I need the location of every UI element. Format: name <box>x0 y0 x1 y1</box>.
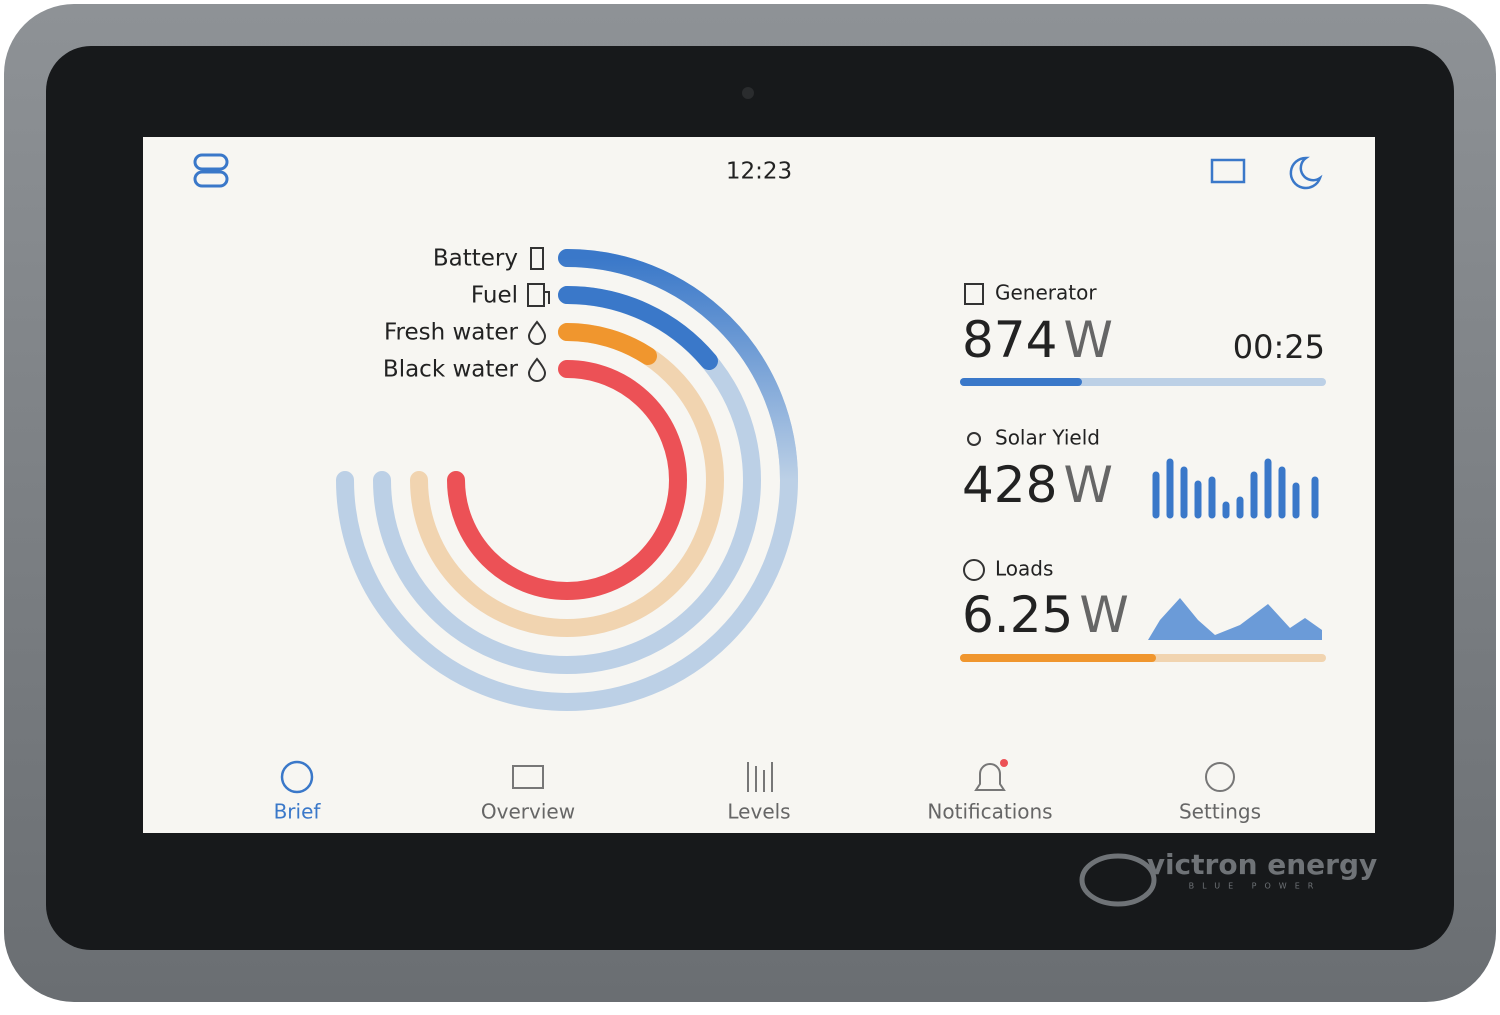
brand-name: victron energy <box>1147 848 1378 881</box>
overview-icon <box>512 765 544 789</box>
solar-card[interactable]: Solar Yield 428 W <box>962 426 1319 519</box>
brand-tagline: BLUE POWER <box>1189 882 1322 891</box>
fuel-arc <box>558 285 718 370</box>
level-icons <box>527 247 550 382</box>
generator-card[interactable]: Generator 874 W 00:25 <box>960 281 1326 387</box>
battery-arc <box>558 249 798 489</box>
logo <box>1079 853 1157 907</box>
brief-icon <box>280 760 314 794</box>
solar-sparkbars <box>1152 458 1319 519</box>
bar-fill <box>960 654 1156 662</box>
card-value: 428 W <box>962 456 1113 514</box>
card-title: Generator <box>995 281 1097 305</box>
badge <box>1000 759 1008 767</box>
runtime: 00:25 <box>1233 328 1325 366</box>
generator-icon <box>964 283 984 305</box>
sidepanel-icon[interactable] <box>1210 158 1246 184</box>
fresh-track <box>410 323 724 637</box>
nav-item[interactable]: Overview <box>481 800 575 824</box>
levels-icon <box>747 762 773 792</box>
loads-icon <box>963 559 985 581</box>
level-label: Battery <box>433 246 518 272</box>
card-title: Solar Yield <box>995 426 1100 450</box>
nav-item[interactable]: Levels <box>727 800 790 824</box>
level-label: Fuel <box>471 283 518 309</box>
nav-item[interactable]: Notifications <box>927 800 1052 824</box>
value: 428 <box>962 456 1057 514</box>
controls-icon[interactable] <box>193 153 229 171</box>
nav-bar: Brief Overview Levels Notifications Sett… <box>274 759 1261 824</box>
sleep-icon[interactable] <box>1289 156 1323 190</box>
level-label: Fresh water <box>384 320 519 346</box>
bell-icon <box>974 763 1006 791</box>
value: 874 <box>962 311 1057 369</box>
brand: victron energy BLUE POWER <box>1079 848 1378 907</box>
clock: 12:23 <box>726 159 792 185</box>
value: 6.25 <box>962 586 1073 644</box>
top-icons <box>193 153 1323 190</box>
loads-card[interactable]: Loads 6.25 W <box>960 557 1326 663</box>
fresh-arc <box>558 322 657 365</box>
loads-sparkline <box>1148 598 1322 640</box>
card-title: Loads <box>995 557 1053 581</box>
card-value: 6.25 W <box>962 586 1129 644</box>
sun-icon <box>967 432 981 446</box>
settings-icon <box>1205 762 1235 792</box>
black-arc <box>447 360 687 600</box>
nav-item[interactable]: Settings <box>1179 800 1261 824</box>
controls-icon-2 <box>193 170 229 188</box>
card-value: 874 W <box>962 311 1113 369</box>
unit: W <box>1063 456 1112 514</box>
unit: W <box>1063 311 1112 369</box>
bar-fill <box>960 378 1082 386</box>
level-label: Black water <box>383 357 519 383</box>
camera <box>742 87 754 99</box>
nav-item[interactable]: Brief <box>274 800 322 824</box>
level-gauges <box>336 249 798 711</box>
unit: W <box>1079 586 1128 644</box>
